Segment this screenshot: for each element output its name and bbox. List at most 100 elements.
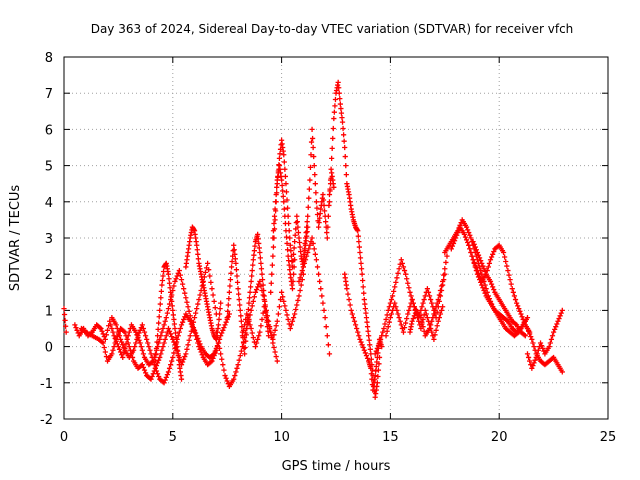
- data-point-fill: [327, 177, 334, 183]
- data-point-fill: [404, 315, 410, 322]
- data-point: [405, 311, 411, 317]
- data-point-fill: [406, 307, 412, 313]
- data-point: [309, 235, 315, 241]
- data-point: [477, 264, 483, 270]
- data-point: [98, 325, 104, 332]
- data-point-fill: [302, 257, 309, 263]
- data-point: [115, 344, 121, 350]
- data-point-fill: [485, 264, 491, 270]
- data-point: [524, 351, 531, 357]
- data-point: [170, 307, 176, 313]
- data-point: [313, 257, 320, 263]
- data-point-fill: [168, 362, 174, 368]
- data-point-fill: [556, 315, 562, 322]
- data-point: [283, 307, 289, 313]
- data-point-fill: [280, 294, 286, 300]
- data-point: [213, 329, 219, 335]
- data-point-fill: [194, 305, 200, 312]
- data-point-fill: [408, 293, 414, 299]
- data-point-fill: [172, 330, 179, 336]
- data-point-fill: [469, 253, 475, 259]
- data-point-fill: [221, 324, 227, 331]
- series-early-C: [109, 311, 232, 386]
- data-point-fill: [480, 285, 486, 291]
- data-point-fill: [271, 332, 277, 338]
- data-point: [261, 304, 267, 310]
- data-point-fill: [102, 349, 108, 355]
- data-point-fill: [490, 284, 496, 290]
- data-point-fill: [189, 324, 195, 330]
- data-point-fill: [393, 279, 399, 285]
- data-point-fill: [504, 263, 510, 269]
- data-point: [185, 304, 191, 310]
- data-point-fill: [455, 229, 461, 236]
- x-tick-label: 20: [491, 430, 508, 445]
- data-point-fill: [521, 319, 527, 325]
- data-point: [281, 152, 287, 158]
- data-point: [529, 365, 535, 371]
- data-point: [387, 315, 393, 321]
- data-point: [178, 376, 185, 382]
- data-point-fill: [181, 316, 187, 323]
- data-point-fill: [273, 199, 279, 205]
- data-point-fill: [386, 319, 392, 325]
- series-hump-20b: [470, 239, 528, 339]
- data-point: [187, 318, 193, 324]
- data-point-fill: [164, 310, 170, 316]
- data-point-fill: [262, 298, 268, 304]
- data-point: [335, 79, 341, 85]
- data-point-fill: [111, 344, 117, 350]
- data-point: [172, 325, 178, 332]
- data-point-fill: [197, 346, 203, 352]
- data-point-fill: [140, 325, 147, 332]
- data-point-fill: [338, 105, 344, 112]
- data-point-fill: [356, 244, 362, 250]
- data-point-fill: [193, 333, 199, 339]
- data-point-fill: [425, 289, 432, 295]
- data-point: [154, 333, 161, 339]
- data-point-fill: [126, 329, 132, 335]
- data-point-fill: [388, 296, 395, 303]
- data-point-fill: [355, 233, 361, 239]
- data-point-fill: [226, 296, 232, 302]
- data-point: [407, 289, 413, 295]
- data-point-fill: [475, 270, 482, 276]
- data-point-fill: [166, 276, 172, 282]
- data-point-fill: [225, 302, 231, 308]
- data-point-fill: [365, 328, 371, 334]
- data-point-fill: [101, 344, 107, 351]
- data-point-fill: [272, 327, 278, 333]
- data-point-fill: [338, 110, 345, 116]
- x-tick-label: 10: [273, 430, 290, 445]
- data-point-fill: [315, 271, 322, 277]
- data-point: [283, 181, 289, 187]
- data-point: [270, 336, 276, 342]
- data-point-fill: [358, 266, 365, 272]
- data-point-fill: [475, 252, 482, 258]
- y-tick-label: 3: [45, 232, 53, 247]
- y-tick-label: 4: [45, 196, 53, 211]
- data-point-fill: [331, 109, 337, 115]
- data-point-fill: [281, 159, 287, 165]
- data-point-fill: [306, 195, 312, 201]
- data-point-fill: [237, 353, 243, 359]
- data-point-fill: [261, 287, 267, 294]
- data-point: [148, 376, 154, 382]
- data-point-fill: [313, 190, 319, 196]
- data-point-fill: [323, 324, 329, 330]
- data-point-fill: [532, 357, 538, 363]
- data-point-fill: [273, 353, 279, 360]
- data-point: [102, 336, 108, 342]
- data-point-fill: [255, 236, 261, 242]
- data-point-fill: [325, 342, 331, 348]
- data-point: [131, 347, 137, 353]
- data-point: [196, 344, 202, 350]
- data-point-fill: [312, 181, 318, 187]
- data-point-fill: [468, 249, 474, 256]
- data-point-fill: [158, 288, 164, 294]
- data-point-fill: [160, 325, 166, 332]
- data-point: [461, 231, 467, 237]
- data-point-fill: [332, 96, 339, 103]
- data-point-fill: [491, 286, 497, 293]
- data-point: [178, 322, 185, 328]
